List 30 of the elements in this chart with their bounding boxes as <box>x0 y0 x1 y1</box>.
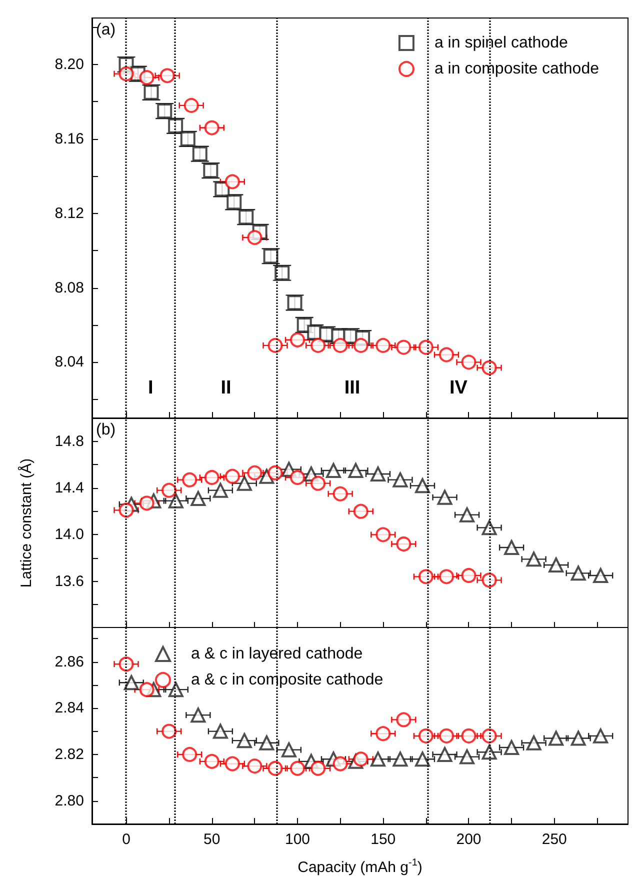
legend-label: a & c in layered cathode <box>191 646 363 662</box>
y-tick-label: 2.80 <box>54 792 84 810</box>
y-tick-label: 14.8 <box>54 432 84 450</box>
annotation: III <box>344 378 360 398</box>
x-tick-label: 100 <box>284 831 310 848</box>
y-tick-label: 13.6 <box>54 572 84 590</box>
annotation: IV <box>449 378 468 398</box>
annotation: I <box>148 378 154 398</box>
x-tick-label: 50 <box>204 831 220 848</box>
y-tick-label: 14.4 <box>54 480 84 496</box>
x-tick-label: 250 <box>542 831 567 848</box>
y-tick-label: 8.08 <box>54 279 84 296</box>
y-axis-title: Lattice constant (Å) <box>17 458 35 588</box>
y-tick-label: 8.16 <box>54 130 84 148</box>
y-tick-label: 8.12 <box>54 204 84 222</box>
y-tick-label: 2.82 <box>54 746 84 763</box>
annotation: (b) <box>96 422 116 438</box>
legend-label: a in spinel cathode <box>434 34 568 52</box>
x-tick-label: 150 <box>370 831 396 848</box>
y-tick-label: 8.20 <box>54 56 84 74</box>
x-tick-label: 0 <box>122 831 130 848</box>
y-tick-label: 2.84 <box>54 700 84 717</box>
x-tick-label: 200 <box>456 831 482 848</box>
legend-label: a & c in composite cathode <box>191 672 384 688</box>
annotation: (a) <box>96 22 116 38</box>
y-tick-label: 14.0 <box>54 526 84 544</box>
y-tick-label: 2.86 <box>54 653 84 670</box>
legend-label: a in composite cathode <box>434 60 600 78</box>
y-tick-label: 8.04 <box>54 354 84 371</box>
annotation: II <box>220 378 232 398</box>
